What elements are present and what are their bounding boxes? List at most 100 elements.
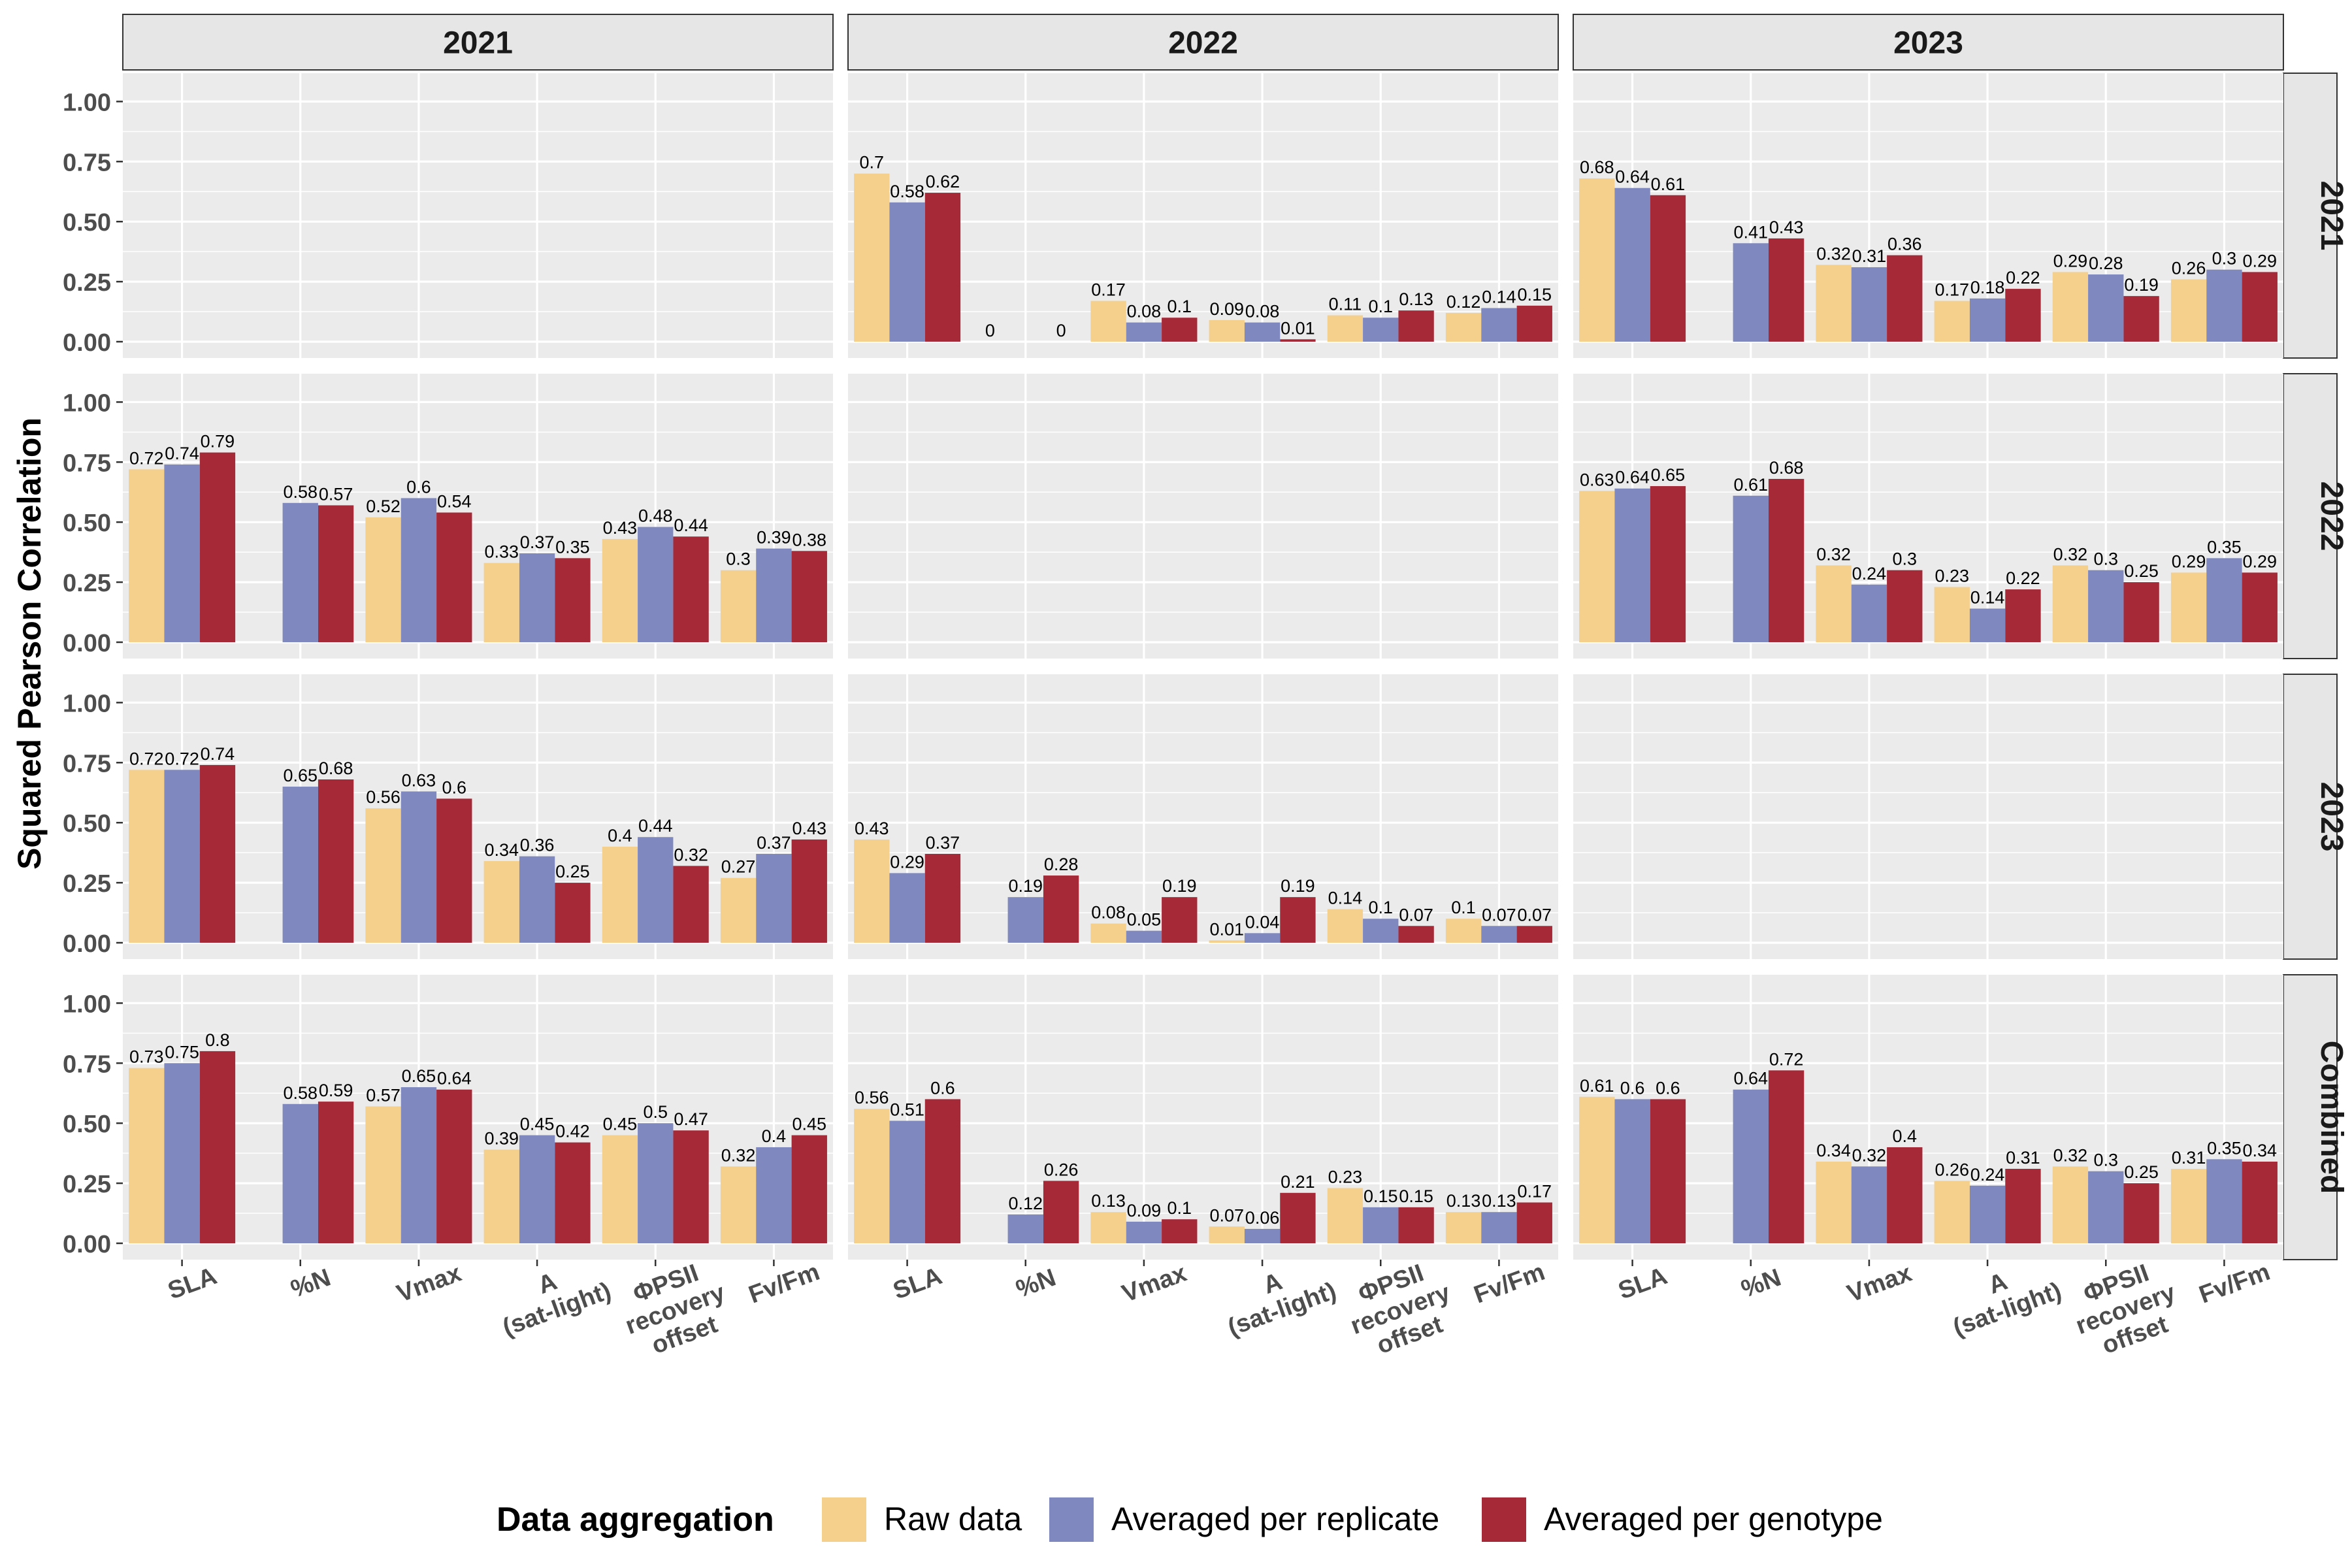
bar-raw-data: [2052, 272, 2089, 342]
bar-value-label: 0.26: [1935, 1160, 1969, 1179]
bar-averaged-per-replicate: [2206, 558, 2242, 642]
bar-value-label: 0.39: [484, 1129, 519, 1149]
bar-value-label: 0.74: [201, 744, 235, 764]
panel-2021-vs-2021: 0.00 0.25 0.50 0.75 1.00: [63, 73, 833, 358]
bar-value-label: 0.31: [2172, 1148, 2206, 1168]
legend-label: Averaged per genotype: [1544, 1501, 1883, 1537]
bar-value-label: 0.32: [1816, 544, 1851, 564]
panel-background: [848, 975, 1558, 1260]
bar-value-label: 0.75: [165, 1042, 199, 1062]
row-strip-label: 2021: [2314, 181, 2349, 251]
bar-averaged-per-genotype: [1043, 875, 1079, 943]
bar-value-label: 0.31: [2006, 1148, 2040, 1168]
bar-value-label: 0.19: [1162, 876, 1197, 896]
bar-averaged-per-replicate: [1851, 1166, 1887, 1243]
bar-averaged-per-replicate: [756, 1147, 792, 1243]
bar-value-label: 0.65: [283, 766, 318, 785]
bar-value-label: 0.72: [129, 749, 164, 768]
bar-value-label: 0.47: [674, 1109, 708, 1129]
column-strip-label: 2021: [443, 26, 513, 61]
bar-averaged-per-replicate: [2088, 274, 2124, 342]
bar-averaged-per-replicate: [2206, 269, 2242, 342]
bar-value-label: 0.58: [283, 1083, 318, 1103]
y-tick-label: 0.75: [63, 750, 111, 777]
bar-value-label: 0.73: [129, 1047, 164, 1067]
bar-value-label: 0.36: [1887, 235, 1922, 254]
panel-background: [848, 374, 1558, 659]
bar-averaged-per-replicate: [519, 553, 555, 642]
y-tick-label: 0.25: [63, 870, 111, 898]
bar-averaged-per-genotype: [1280, 897, 1316, 943]
panel-background: [1573, 374, 2283, 659]
bar-value-label: 0.36: [520, 836, 555, 855]
panel-background: [123, 73, 833, 358]
bar-averaged-per-replicate: [1614, 488, 1650, 642]
column-strip-2022: [847, 14, 1559, 71]
bar-value-label: 0.24: [1970, 1165, 2005, 1184]
bar-value-label: 0.64: [1733, 1069, 1768, 1088]
y-tick-label: 0.25: [63, 570, 111, 597]
bar-value-label: 0.72: [129, 448, 164, 468]
bar-averaged-per-genotype: [1280, 1192, 1316, 1243]
bar-value-label: 0.3: [2212, 249, 2237, 269]
x-tick-label: Vmax: [1844, 1260, 1916, 1308]
bar-value-label: 0.72: [165, 749, 199, 768]
bar-raw-data: [1579, 178, 1615, 342]
bar-value-label: 0.58: [283, 482, 318, 502]
bar-value-label: 0.1: [1167, 1198, 1192, 1218]
bar-averaged-per-genotype: [436, 512, 472, 642]
bar-averaged-per-genotype: [2123, 582, 2159, 642]
bar-value-label: 0.45: [520, 1115, 555, 1134]
bar-value-label: 0.33: [484, 542, 519, 562]
bar-value-label: 0.64: [437, 1069, 472, 1088]
bar-value-label: 0.4: [1892, 1126, 1917, 1146]
bar-value-label: 0.54: [437, 491, 472, 511]
bar-value-label: 0.32: [1816, 244, 1851, 263]
bar-value-label: 0.57: [366, 1085, 400, 1105]
bar-raw-data: [1579, 491, 1615, 642]
legend-key: [822, 1497, 866, 1542]
panel-2023-vs-2022: 0.430.290.370.190.280.08 0.050.190.01 0.04…: [848, 674, 1558, 959]
bar-averaged-per-replicate: [282, 1103, 318, 1243]
bar-value-label: 0.13: [1399, 289, 1433, 309]
bar-value-label: 0.64: [1615, 468, 1650, 487]
bar-value-label: 0.44: [638, 816, 673, 836]
bar-value-label: 0.07: [1209, 1205, 1244, 1225]
bar-value-label: 0.14: [1482, 287, 1516, 307]
bar-averaged-per-genotype: [2242, 572, 2278, 642]
bar-value-label: 0.57: [319, 484, 353, 504]
bar-averaged-per-replicate: [1969, 608, 2006, 642]
bar-value-label: 0.21: [1281, 1172, 1315, 1192]
bar-value-label: 0.7: [859, 153, 884, 172]
panel-2023-vs-2023: [1573, 674, 2283, 959]
bar-value-label: 0.19: [1281, 876, 1315, 896]
bar-averaged-per-replicate: [1007, 897, 1043, 943]
bar-value-label: 0.09: [1209, 299, 1244, 319]
x-tick-label: SLA: [1615, 1262, 1671, 1305]
bar-value-label: 0.17: [1517, 1182, 1552, 1201]
bar-averaged-per-genotype: [791, 551, 827, 642]
bar-value-label: 0.56: [366, 787, 400, 807]
row-strip-2021: [2283, 73, 2338, 359]
bar-value-label: 0.61: [1733, 475, 1768, 495]
bar-value-label: 0.5: [643, 1102, 668, 1122]
bar-value-label: 0.07: [1517, 905, 1552, 924]
x-tick-label: Fv/Fm: [2196, 1258, 2274, 1309]
bar-raw-data: [1934, 1181, 1970, 1243]
bar-raw-data: [1090, 923, 1126, 943]
bar-averaged-per-genotype: [1280, 339, 1316, 342]
bar-value-label: 0.22: [2006, 268, 2040, 287]
bar-value-label: 0.51: [890, 1100, 924, 1120]
bar-raw-data: [854, 173, 890, 342]
panel-background: [1573, 73, 2283, 358]
bar-value-label: 0.08: [1091, 903, 1126, 923]
bar-value-label: 0.63: [1580, 470, 1614, 489]
bar-averaged-per-replicate: [1614, 1099, 1650, 1243]
bar-averaged-per-replicate: [1244, 1228, 1281, 1243]
bar-raw-data: [1209, 940, 1245, 943]
bar-averaged-per-genotype: [436, 798, 472, 943]
row-strip-2023: [2283, 674, 2338, 960]
bar-raw-data: [129, 1068, 165, 1243]
y-tick-label: 0.75: [63, 149, 111, 176]
